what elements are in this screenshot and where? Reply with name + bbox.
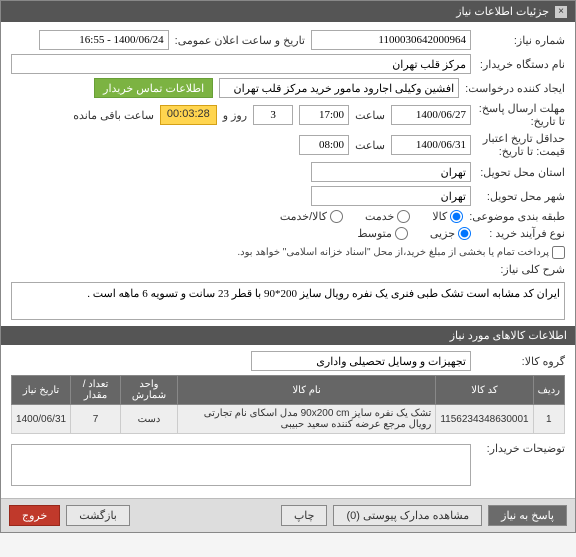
table-header: ردیف [533, 376, 564, 405]
reply-button[interactable]: پاسخ به نیاز [488, 505, 567, 526]
remaining-time-badge: 00:03:28 [160, 105, 217, 125]
need-number-field [311, 30, 471, 50]
table-header: کد کالا [436, 376, 533, 405]
table-header: نام کالا [177, 376, 435, 405]
items-section-header: اطلاعات کالاهای مورد نیاز [1, 326, 575, 345]
exit-button[interactable]: خروج [9, 505, 60, 526]
time-label-1: ساعت [355, 109, 385, 122]
radio-partial[interactable]: جزیی [430, 227, 471, 240]
send-deadline-time [299, 105, 349, 125]
buyer-device-field [11, 54, 471, 74]
radio-goods-service[interactable]: کالا/خدمت [280, 210, 343, 223]
days-left [253, 105, 293, 125]
need-number-label: شماره نیاز: [477, 34, 565, 47]
remaining-label: ساعت باقی مانده [73, 109, 154, 122]
contact-info-button[interactable]: اطلاعات تماس خریدار [94, 78, 213, 98]
day-and-label: روز و [223, 109, 247, 122]
send-deadline-date [391, 105, 471, 125]
group-label: گروه کالا: [477, 355, 565, 368]
price-validity-date [391, 135, 471, 155]
back-button[interactable]: بازگشت [66, 505, 130, 526]
exec-city-label: استان محل تحویل: [477, 166, 565, 179]
category-label: طبقه بندی موضوعی: [469, 210, 565, 223]
radio-service[interactable]: خدمت [365, 210, 410, 223]
buyer-comment-label: توضیحات خریدار: [477, 442, 565, 455]
deliver-city-field [311, 186, 471, 206]
public-announce-label: تاریخ و ساعت اعلان عمومی: [175, 34, 305, 47]
send-deadline-label: مهلت ارسال پاسخ:تا تاریخ: [477, 102, 565, 128]
requester-field [219, 78, 459, 98]
attachments-button[interactable]: مشاهده مدارک پیوستی (0) [333, 505, 482, 526]
group-field [251, 351, 471, 371]
table-row: 11156234348630001تشک یک نفره سایز 90x200… [12, 405, 565, 434]
requester-label: ایجاد کننده درخواست: [465, 82, 565, 95]
radio-medium[interactable]: متوسط [357, 227, 408, 240]
exec-city-field [311, 162, 471, 182]
print-button[interactable]: چاپ [281, 505, 328, 526]
panel-title: جزئیات اطلاعات نیاز [456, 5, 549, 18]
buyer-device-label: نام دستگاه خریدار: [477, 58, 565, 71]
summary-textarea[interactable]: ایران کد مشابه است تشک طبی فنری یک نفره … [11, 282, 565, 320]
close-icon[interactable]: × [555, 6, 567, 18]
process-label: نوع فرآیند خرید : [477, 227, 565, 240]
summary-label: شرح کلی نیاز: [477, 263, 565, 276]
deliver-city-label: شهر محل تحویل: [477, 190, 565, 203]
time-label-2: ساعت [355, 139, 385, 152]
items-table: ردیفکد کالانام کالاواحد شمارشتعداد / مقد… [11, 375, 565, 434]
public-announce-field [39, 30, 169, 50]
table-header: واحد شمارش [121, 376, 178, 405]
price-validity-label: حداقل تاریخ اعتبارقیمت: تا تاریخ: [477, 132, 565, 158]
price-validity-time [299, 135, 349, 155]
radio-goods[interactable]: کالا [432, 210, 463, 223]
check-treasury[interactable]: پرداخت تمام یا بخشی از مبلغ خرید،از محل … [237, 246, 565, 259]
buyer-comment-box [11, 444, 471, 486]
table-header: تعداد / مقدار [71, 376, 121, 405]
table-header: تاریخ نیاز [12, 376, 71, 405]
